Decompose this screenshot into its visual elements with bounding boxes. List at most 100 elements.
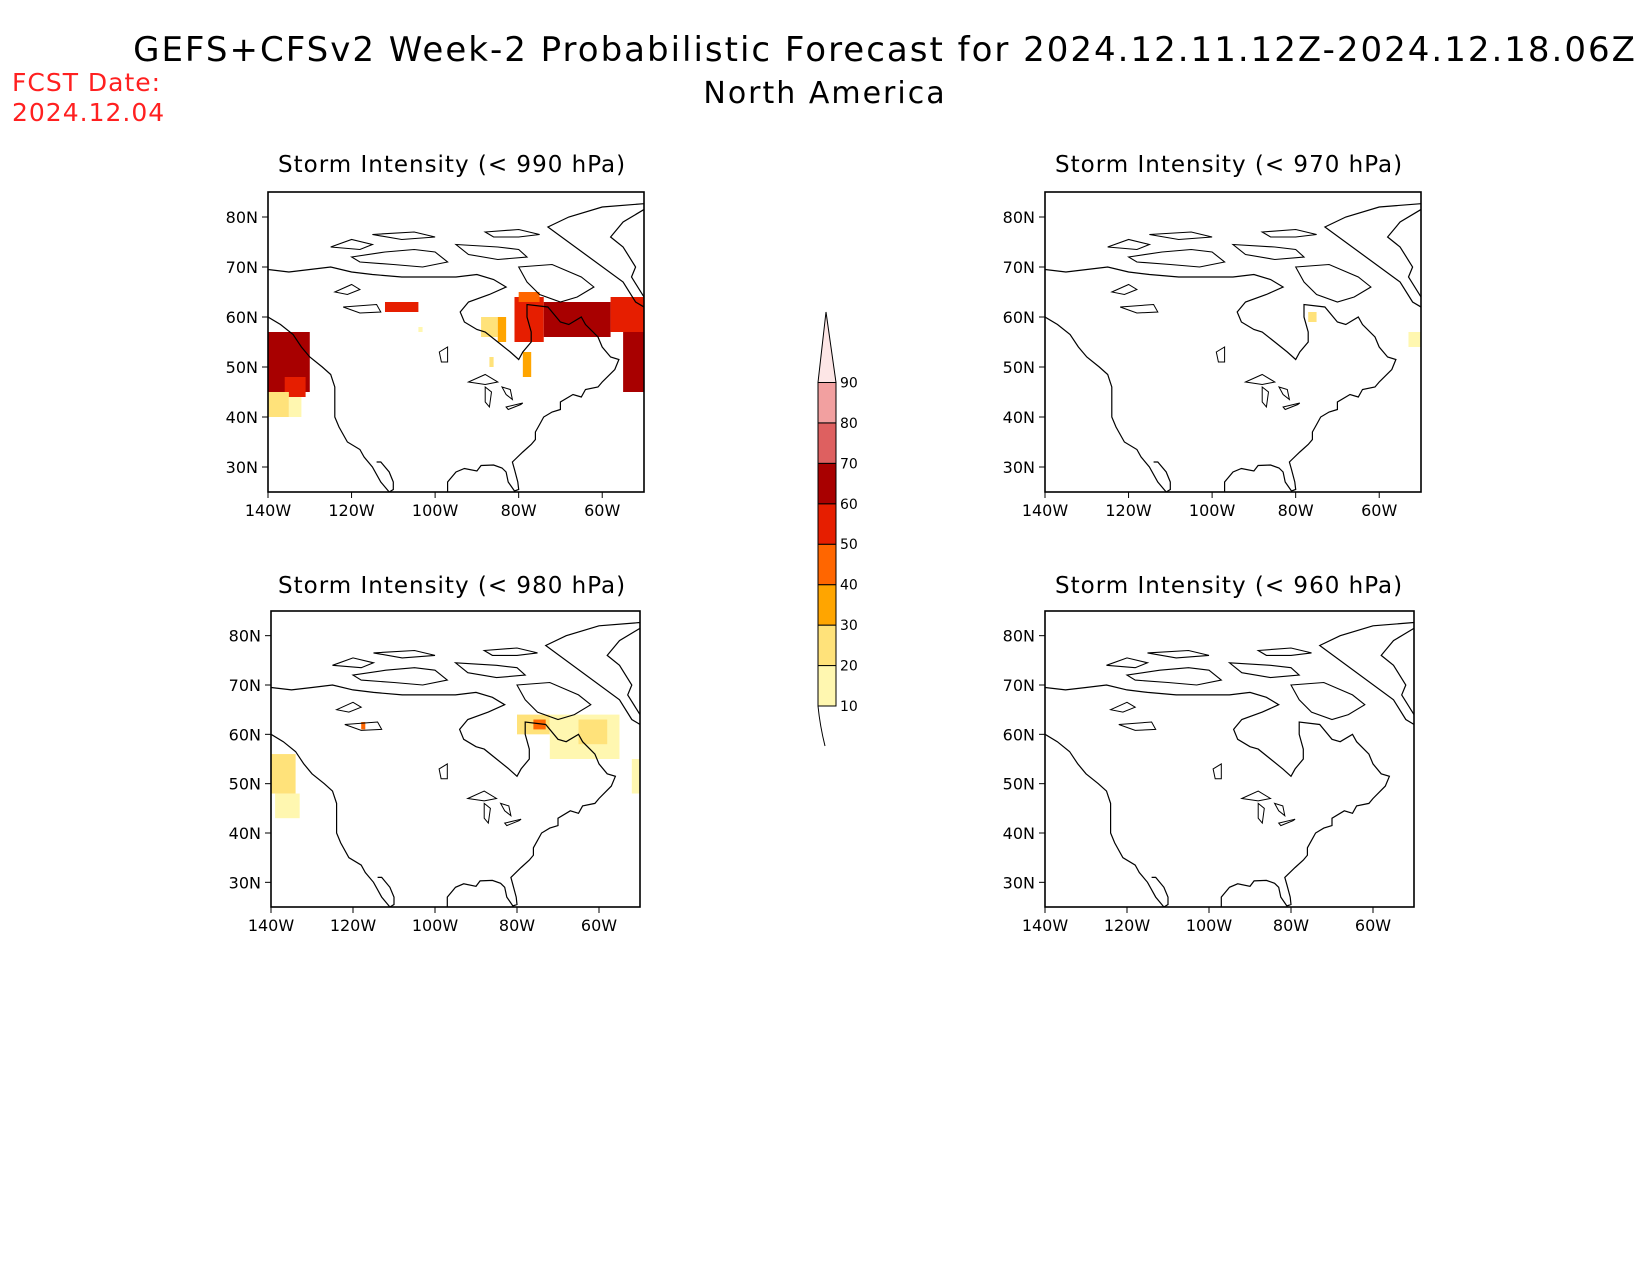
lon-label: 140W [1022, 501, 1069, 520]
lake-outline [344, 721, 383, 731]
lake-outline [334, 701, 363, 713]
coastline-island [1149, 231, 1213, 241]
coastline-island [372, 231, 436, 241]
coastline-island [1231, 243, 1306, 261]
map-panel-990: 80N 70N 60N 50N 40N 30N 140W 120W 100W 80W 60W [226, 191, 645, 520]
figure-subtitle: North America [703, 76, 947, 111]
coastline-island [1147, 649, 1210, 659]
map-panel-970: 80N 70N 60N 50N 40N 30N 140W 120W 100W 80W 60W [1003, 191, 1422, 520]
lake-outline [333, 283, 362, 296]
probability-cell [271, 754, 296, 794]
panel-title-970: Storm Intensity (< 970 hPa) [1055, 152, 1404, 178]
coastline-east [268, 266, 620, 492]
lake-outline [484, 385, 493, 409]
coastline-island [482, 647, 538, 656]
lat-label: 80N [1003, 627, 1035, 646]
colorbar-segment [817, 381, 837, 424]
lon-label: 120W [330, 916, 377, 935]
colorbar-label: 70 [840, 456, 858, 472]
panel-title-980: Storm Intensity (< 980 hPa) [278, 573, 627, 599]
lon-label: 120W [1105, 501, 1152, 520]
probability-cell [533, 719, 546, 730]
lon-label: 60W [1361, 501, 1397, 520]
lon-label: 120W [328, 501, 375, 520]
coastline-west [1045, 316, 1171, 492]
map-frame [1044, 610, 1415, 908]
coastline-west [268, 316, 394, 492]
lat-label: 80N [1003, 208, 1035, 227]
lon-label: 60W [584, 501, 620, 520]
coastline-island [483, 228, 540, 238]
probability-cell [631, 759, 640, 794]
coastline-island [351, 667, 449, 686]
probability-cell [514, 297, 544, 342]
coastline-island [373, 649, 436, 659]
coastline-island [516, 681, 592, 721]
coastline-island [453, 662, 527, 679]
probability-cell [268, 392, 289, 417]
lake-outline [1215, 346, 1226, 363]
colorbar-segment [817, 311, 837, 383]
coastline-east [1045, 684, 1391, 907]
colorbar-segment [817, 503, 837, 545]
lon-label: 60W [1355, 916, 1391, 935]
lake-outline [1240, 790, 1272, 802]
colorbar-label: 10 [840, 699, 858, 715]
coastline-island [1125, 667, 1223, 686]
lake-outline [1120, 303, 1159, 314]
lat-label: 70N [229, 676, 261, 695]
probability-cell [1308, 312, 1317, 322]
probability-cell [522, 352, 532, 377]
coastline-west [271, 733, 395, 907]
probability-cell [418, 327, 423, 332]
lon-label: 80W [1273, 916, 1309, 935]
coastline-island [1260, 228, 1317, 238]
lat-label: 40N [1003, 408, 1035, 427]
lat-label: 60N [226, 308, 258, 327]
colorbar-label: 30 [840, 618, 858, 634]
coastline-island [350, 248, 449, 268]
colorbar-segment [817, 543, 837, 586]
probability-cell [284, 377, 306, 397]
lake-outline [343, 303, 382, 314]
lat-label: 40N [229, 824, 261, 843]
map-frame [1044, 191, 1422, 493]
coastline-island [1127, 248, 1226, 268]
lake-outline [466, 373, 500, 386]
colorbar-label: 60 [840, 497, 858, 513]
coastline-island [1290, 681, 1366, 721]
colorbar-label: 80 [840, 416, 858, 432]
lat-label: 80N [226, 208, 258, 227]
panel-title-960: Storm Intensity (< 960 hPa) [1055, 573, 1404, 599]
panel-title-990: Storm Intensity (< 990 hPa) [278, 152, 627, 178]
lon-label: 120W [1104, 916, 1151, 935]
colorbar-segment [817, 624, 837, 667]
lat-label: 70N [1003, 258, 1035, 277]
colorbar-segment [817, 584, 837, 626]
fcst-date-value: 2024.12.04 [12, 98, 166, 127]
lake-outline [505, 402, 524, 411]
lake-outline [1277, 386, 1291, 401]
lake-outline [1118, 721, 1157, 731]
probability-cell [481, 317, 498, 337]
coastline-greenland [546, 203, 644, 308]
colorbar-label: 20 [840, 659, 858, 675]
lat-label: 60N [1003, 725, 1035, 744]
lat-label: 40N [226, 408, 258, 427]
lake-outline [1108, 701, 1137, 713]
probability-cell [361, 722, 366, 730]
lon-label: 140W [245, 501, 292, 520]
probability-cell [384, 302, 419, 312]
probability-cell [578, 719, 608, 745]
probability-cell [489, 357, 494, 367]
coastline-island [1256, 647, 1312, 656]
lake-outline [1261, 385, 1270, 409]
lat-label: 30N [1003, 873, 1035, 892]
coastline-island [454, 243, 529, 261]
lon-label: 100W [1189, 501, 1236, 520]
lat-label: 70N [1003, 676, 1035, 695]
map-panel-960: 80N 70N 60N 50N 40N 30N 140W 120W 100W 80W 60W [1003, 610, 1415, 935]
lake-outline [1212, 763, 1222, 780]
lat-label: 30N [226, 458, 258, 477]
